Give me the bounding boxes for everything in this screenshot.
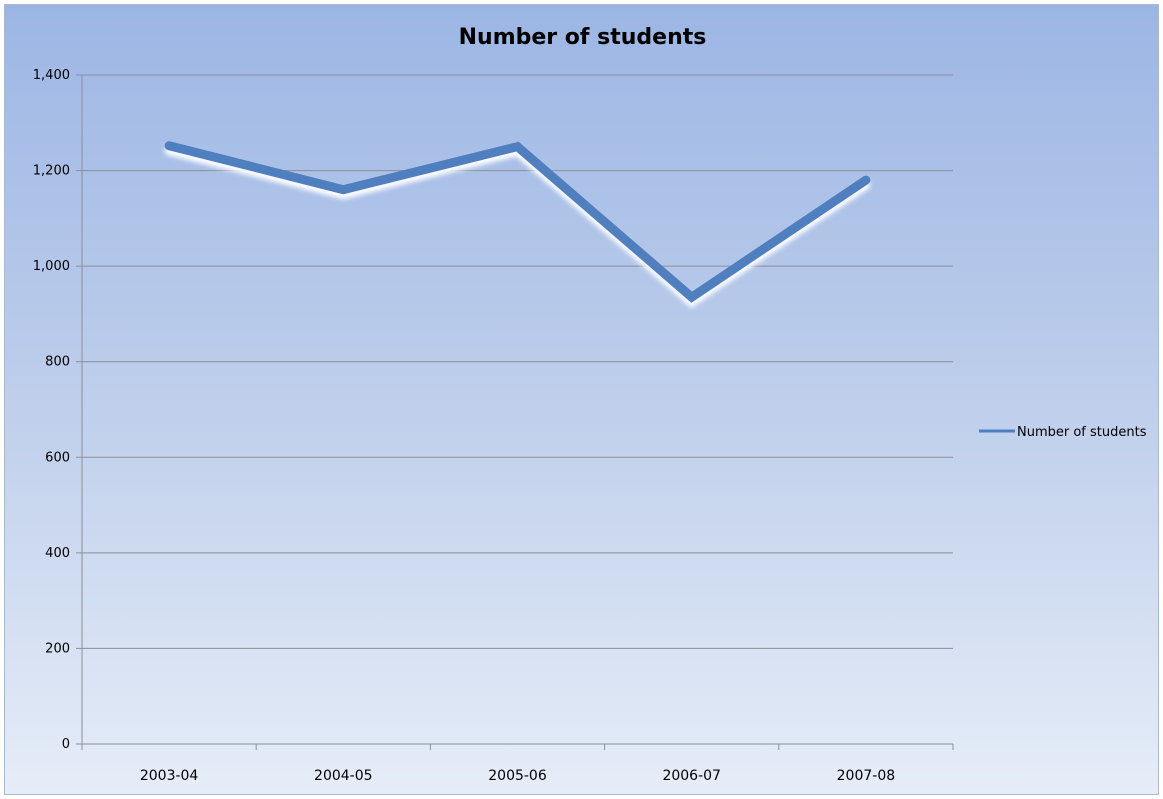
x-tick-label: 2005-06 — [488, 768, 547, 784]
y-tick-label: 1,000 — [33, 259, 70, 274]
y-tick-label: 1,400 — [33, 68, 70, 83]
x-tick-label: 2006-07 — [662, 768, 721, 784]
chart-area: Number of students 0 200 400 600 800 1,000 1,2… — [4, 4, 1159, 795]
data-point — [165, 142, 173, 150]
x-tick-label: 2003-04 — [140, 768, 199, 784]
legend-label: Number of students — [1017, 425, 1147, 440]
line-chart: 0 200 400 600 800 1,000 1,200 1,400 2003-04 2004-… — [33, 68, 1147, 784]
y-tick-label: 400 — [45, 546, 70, 561]
x-tick-label: 2004-05 — [314, 768, 373, 784]
axes: 0 200 400 600 800 1,000 1,200 1,400 2003-04 2004-… — [33, 68, 954, 784]
x-tick-label: 2007-08 — [837, 768, 896, 784]
legend: Number of students — [979, 425, 1147, 440]
y-tick-label: 600 — [45, 450, 70, 465]
y-tick-label: 1,200 — [33, 164, 70, 179]
y-tick-label: 800 — [45, 355, 70, 370]
data-point — [862, 176, 870, 184]
data-point — [688, 293, 696, 301]
data-point — [514, 143, 522, 151]
data-point — [339, 186, 347, 194]
series-layer — [164, 141, 871, 303]
chart-title: Number of students — [458, 25, 707, 50]
y-tick-label: 200 — [45, 641, 70, 656]
gridlines — [82, 74, 953, 649]
series-line — [164, 141, 871, 303]
y-tick-label: 0 — [62, 737, 70, 752]
